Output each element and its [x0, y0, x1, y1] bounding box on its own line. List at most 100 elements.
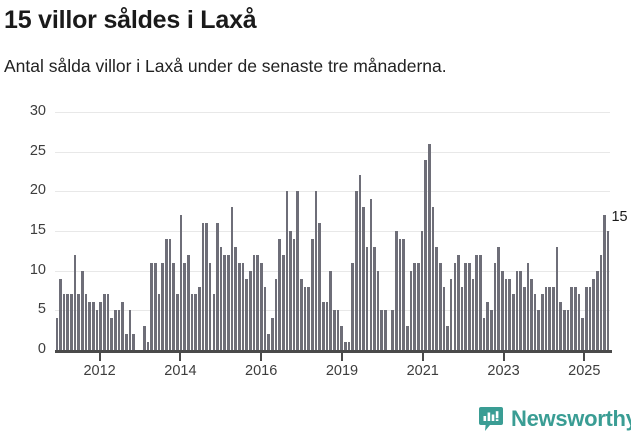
- bar: [325, 302, 329, 350]
- bar: [537, 310, 541, 350]
- bar: [190, 294, 194, 350]
- bar: [438, 262, 442, 350]
- bar: [424, 159, 427, 350]
- x-axis-tick: [98, 353, 101, 361]
- bar: [256, 254, 259, 350]
- bar: [519, 270, 522, 350]
- bar: [475, 254, 479, 350]
- bar: [384, 310, 387, 350]
- gridline: [55, 151, 610, 153]
- gridline: [55, 112, 610, 113]
- bar: [318, 223, 322, 350]
- bar: [227, 254, 230, 350]
- bar: [113, 310, 117, 350]
- bar: [530, 278, 533, 350]
- bar: [581, 318, 584, 350]
- bar: [70, 294, 73, 350]
- bar: [427, 143, 431, 350]
- bar: [493, 262, 497, 350]
- bar: [435, 246, 438, 350]
- bar: [252, 254, 256, 350]
- bar: [278, 238, 281, 350]
- bar: [354, 191, 358, 350]
- bar: [486, 302, 489, 350]
- x-axis-tick: [583, 353, 586, 361]
- bar: [369, 199, 373, 350]
- bar: [168, 238, 172, 350]
- y-axis-tick-label: 0: [37, 341, 46, 357]
- bar: [281, 254, 285, 350]
- bar: [307, 286, 311, 350]
- gridline: [55, 270, 610, 272]
- bar: [606, 231, 610, 350]
- bar: [274, 278, 278, 350]
- bar: [464, 262, 468, 350]
- bar: [398, 238, 402, 350]
- bar: [515, 270, 519, 350]
- bar: [99, 302, 102, 350]
- bar: [216, 223, 219, 350]
- bar: [511, 294, 515, 350]
- bar: [603, 215, 606, 350]
- bar: [314, 191, 318, 350]
- bar: [77, 294, 81, 350]
- bar: [208, 262, 212, 350]
- bar: [143, 326, 146, 350]
- bar-value-label: 15: [611, 209, 628, 225]
- bar: [230, 207, 234, 350]
- bar: [599, 254, 603, 350]
- bar: [121, 302, 124, 350]
- bar: [584, 286, 588, 350]
- bar: [102, 294, 106, 350]
- bar: [329, 270, 332, 350]
- newsworthy-logo[interactable]: Newsworthy: [478, 406, 631, 432]
- bar: [165, 238, 168, 350]
- bar: [457, 254, 460, 350]
- bar: [406, 326, 409, 350]
- bar: [194, 294, 197, 350]
- x-axis-tick: [179, 353, 182, 361]
- gridline: [55, 231, 610, 232]
- bar: [292, 238, 296, 350]
- bar: [333, 310, 336, 350]
- bar: [566, 310, 570, 350]
- plot-area: [55, 112, 610, 350]
- bar: [376, 270, 380, 350]
- bar: [88, 302, 91, 350]
- y-axis-tick-label: 20: [29, 182, 46, 199]
- bar: [504, 278, 508, 350]
- bar: [311, 238, 314, 350]
- bar: [132, 334, 135, 350]
- bar: [541, 294, 544, 350]
- bar: [347, 342, 351, 350]
- bar: [106, 294, 110, 350]
- bar: [84, 294, 88, 350]
- bar: [234, 246, 238, 350]
- gridline: [55, 310, 610, 312]
- bar-series: [55, 112, 610, 350]
- bar: [205, 223, 208, 350]
- bar: [73, 254, 77, 350]
- x-axis-tick-label: 2023: [487, 363, 520, 379]
- bar: [460, 286, 464, 350]
- bar: [303, 286, 307, 350]
- bar: [500, 270, 504, 350]
- bar: [55, 318, 59, 350]
- bar: [300, 278, 303, 350]
- x-axis-line: [55, 350, 612, 353]
- bar: [409, 270, 413, 350]
- page-title: 15 villor såldes i Laxå: [4, 6, 257, 34]
- bar: [449, 278, 453, 350]
- bar: [117, 310, 121, 350]
- bar: [212, 294, 216, 350]
- gridline: [55, 191, 610, 193]
- bar: [563, 310, 566, 350]
- bar: [95, 310, 99, 350]
- bar: [446, 326, 449, 350]
- bar: [263, 286, 267, 350]
- bar: [241, 262, 245, 350]
- y-axis-tick-label: 15: [29, 222, 46, 238]
- bar: [128, 310, 132, 350]
- bar: [442, 286, 446, 350]
